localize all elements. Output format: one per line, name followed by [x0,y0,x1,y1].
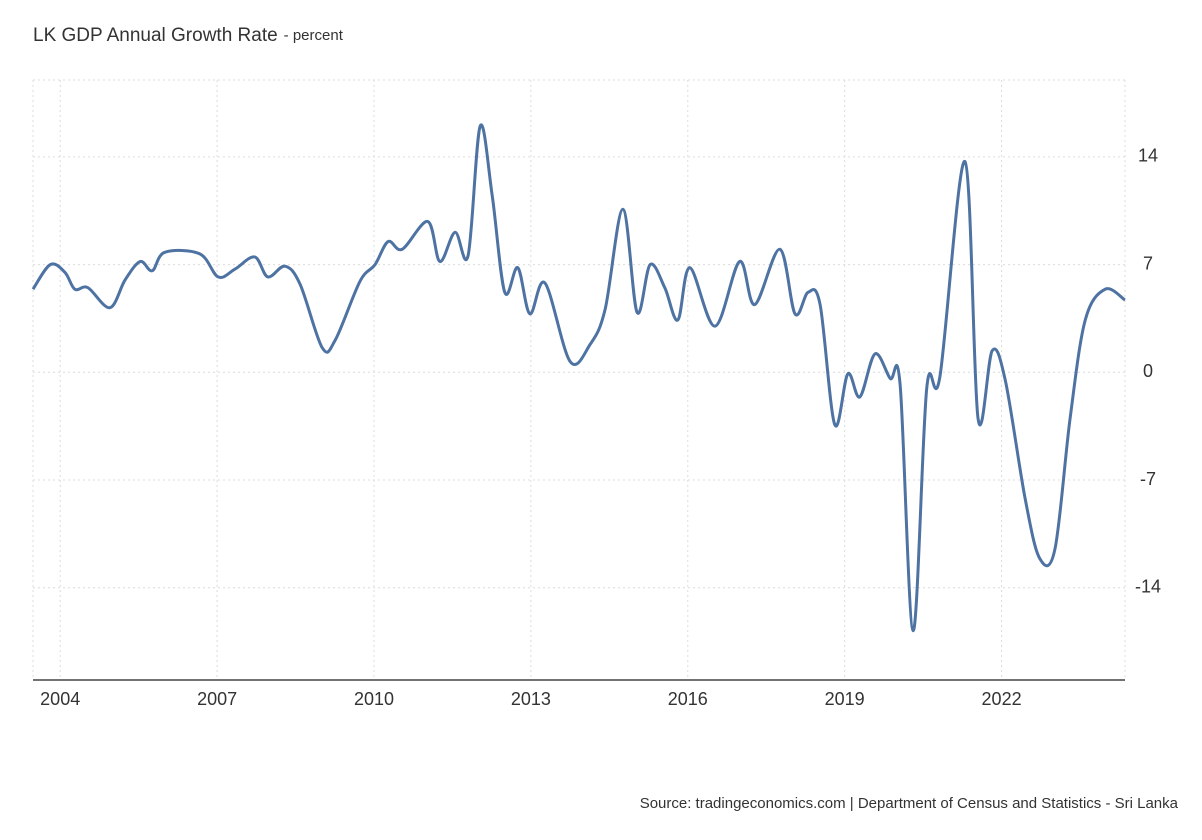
chart-title: LK GDP Annual Growth Rate - percent [33,25,344,46]
x-tick-label: 2004 [40,689,80,709]
x-tick-label: 2007 [197,689,237,709]
y-tick-label: -14 [1135,576,1161,596]
source: Source: tradingeconomics.com | Departmen… [640,795,1179,812]
x-tick-label: 2019 [825,689,865,709]
y-tick-label: 7 [1143,253,1153,273]
x-tick-label: 2013 [511,689,551,709]
x-tick-label: 2010 [354,689,394,709]
title: LK GDP Annual Growth Rate [33,25,278,46]
y-tick-label: 14 [1138,146,1158,166]
series-line [31,123,1126,633]
y-tick-label: 0 [1143,361,1153,381]
x-tick-label: 2022 [982,689,1022,709]
y-tick-label: -7 [1140,469,1156,489]
x-tick-label: 2016 [668,689,708,709]
subtitle: - percent [284,27,344,44]
